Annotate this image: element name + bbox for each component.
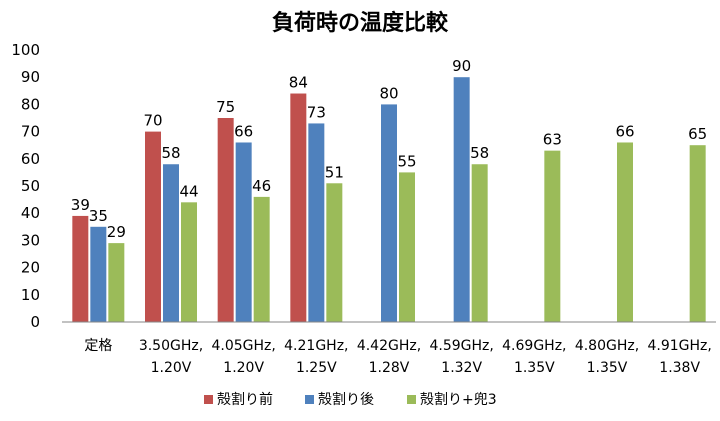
y-axis-ticks: 0 10 20 30 40 50 60 70 80 90 100 bbox=[11, 41, 40, 331]
data-label: 66 bbox=[234, 122, 253, 140]
data-label: 84 bbox=[289, 74, 308, 92]
x-axis-labels: 定格 3.50GHz, 1.20V 4.05GHz, 1.20V 4.21GHz, 1.25… bbox=[84, 338, 712, 376]
x-tick-label: 1.28V bbox=[369, 360, 410, 376]
x-tick-label: 4.05GHz, bbox=[211, 338, 275, 354]
legend-label: 殻割り後 bbox=[318, 391, 374, 408]
bar bbox=[163, 164, 179, 322]
y-tick-label: 40 bbox=[21, 204, 40, 222]
legend-swatch bbox=[407, 395, 416, 404]
data-label: 58 bbox=[161, 144, 180, 162]
x-tick-label: 4.59GHz, bbox=[429, 338, 493, 354]
legend-swatch bbox=[305, 395, 314, 404]
data-label: 90 bbox=[452, 57, 471, 75]
bar bbox=[72, 215, 89, 322]
y-tick-label: 0 bbox=[30, 313, 40, 331]
x-tick-label: 1.38V bbox=[659, 360, 700, 376]
data-label: 65 bbox=[688, 125, 707, 143]
x-tick-label: 4.42GHz, bbox=[357, 338, 421, 354]
y-tick-label: 70 bbox=[21, 123, 40, 141]
x-tick-label: 定格 bbox=[84, 338, 112, 354]
bar bbox=[617, 142, 633, 322]
bar bbox=[399, 172, 415, 322]
data-label: 44 bbox=[179, 182, 198, 200]
x-tick-label: 1.35V bbox=[587, 360, 628, 376]
data-label: 63 bbox=[543, 131, 562, 149]
bar bbox=[453, 77, 470, 322]
bar bbox=[381, 104, 397, 323]
data-label: 55 bbox=[397, 152, 416, 170]
data-labels-group: 39 70 75 84 35 58 66 73 80 90 29 44 46 51 55 58 63 66 65 bbox=[71, 57, 707, 241]
data-label: 66 bbox=[615, 122, 634, 140]
bar bbox=[290, 93, 307, 323]
y-tick-label: 100 bbox=[11, 41, 40, 59]
bar bbox=[471, 164, 488, 322]
y-tick-label: 60 bbox=[21, 150, 40, 168]
bar bbox=[253, 196, 270, 322]
legend-swatch bbox=[204, 395, 213, 404]
y-tick-label: 20 bbox=[21, 259, 40, 277]
x-tick-label: 1.20V bbox=[223, 360, 264, 376]
bar bbox=[90, 226, 107, 322]
x-tick-label: 1.25V bbox=[296, 360, 337, 376]
y-tick-label: 50 bbox=[21, 177, 40, 195]
data-label: 39 bbox=[71, 196, 90, 214]
x-tick-label: 4.91GHz, bbox=[647, 338, 711, 354]
y-tick-label: 80 bbox=[21, 95, 40, 113]
chart-title: 負荷時の温度比較 bbox=[272, 10, 449, 36]
bar bbox=[145, 131, 161, 322]
bar bbox=[308, 123, 325, 322]
y-tick-label: 10 bbox=[21, 286, 40, 304]
legend-label: 殻割り前 bbox=[217, 391, 273, 408]
data-label: 73 bbox=[307, 103, 326, 121]
data-label: 75 bbox=[216, 98, 235, 116]
legend-label: 殻割り+兜3 bbox=[420, 391, 497, 408]
data-label: 70 bbox=[143, 112, 162, 130]
data-label: 46 bbox=[252, 177, 271, 195]
bar bbox=[108, 243, 125, 322]
data-label: 29 bbox=[107, 223, 126, 241]
bar bbox=[217, 118, 234, 322]
bar bbox=[235, 142, 252, 322]
bar bbox=[181, 202, 197, 322]
x-tick-label: 1.32V bbox=[441, 360, 482, 376]
bar bbox=[689, 145, 706, 322]
data-label: 51 bbox=[325, 163, 344, 181]
x-tick-label: 3.50GHz, bbox=[139, 338, 203, 354]
bar-series-group bbox=[72, 77, 706, 323]
x-tick-label: 4.21GHz, bbox=[284, 338, 348, 354]
x-tick-label: 1.20V bbox=[151, 360, 192, 376]
data-label: 80 bbox=[379, 84, 398, 102]
data-label: 58 bbox=[470, 144, 489, 162]
bar bbox=[326, 183, 343, 322]
data-label: 35 bbox=[89, 207, 108, 225]
y-tick-label: 90 bbox=[21, 68, 40, 86]
x-tick-label: 4.69GHz, bbox=[502, 338, 566, 354]
x-tick-label: 4.80GHz, bbox=[575, 338, 639, 354]
bar bbox=[544, 150, 561, 322]
legend: 殻割り前 殻割り後 殻割り+兜3 bbox=[204, 391, 497, 408]
y-tick-label: 30 bbox=[21, 231, 40, 249]
x-tick-label: 1.35V bbox=[514, 360, 555, 376]
